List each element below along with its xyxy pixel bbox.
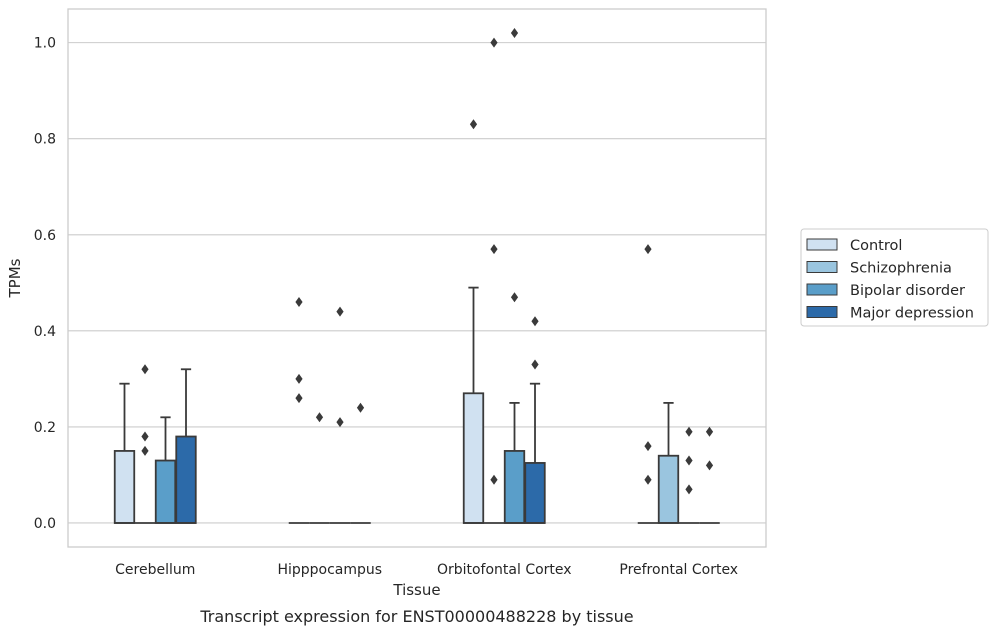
plot-area-frame — [67, 8, 767, 548]
legend-item: Schizophrenia — [806, 261, 952, 277]
legend: Control Schizophrenia Bipolar disorder Majo… — [800, 228, 989, 327]
x-tick-labels: Cerebellum Hipppocampus Orbitofontal Corte… — [115, 562, 738, 578]
series-major-depression — [175, 316, 720, 524]
outlier-point — [644, 441, 652, 452]
series-control — [113, 119, 659, 524]
x-tick-label: Orbitofontal Cortex — [437, 562, 572, 578]
outlier-point — [644, 474, 652, 485]
figure-caption: Transcript expression for ENST0000048822… — [199, 607, 633, 626]
outlier-point — [510, 28, 519, 39]
x-axis-label: Tissue — [392, 581, 440, 599]
outlier-point — [295, 373, 303, 384]
legend-item: Bipolar disorder — [806, 283, 965, 299]
y-tick-label: 0.6 — [34, 228, 56, 244]
outlier-point — [490, 37, 498, 48]
box — [113, 450, 136, 524]
plot-series — [113, 28, 720, 524]
legend-label: Bipolar disorder — [850, 283, 965, 299]
outlier-point — [336, 417, 344, 428]
legend-items: Control Schizophrenia Bipolar disorder Majo… — [806, 238, 974, 322]
y-tick-label: 0.8 — [34, 132, 56, 148]
outlier-point — [705, 460, 714, 471]
y-tick-label: 0.0 — [34, 516, 56, 532]
x-tick-label: Prefrontal Cortex — [619, 562, 738, 578]
legend-swatch — [806, 306, 838, 318]
outlier-point — [644, 244, 652, 255]
outlier-point — [705, 426, 714, 437]
legend-item: Major depression — [806, 306, 974, 322]
gridlines — [68, 42, 766, 524]
outlier-point — [685, 484, 693, 495]
legend-swatch — [806, 261, 838, 273]
box — [524, 462, 546, 524]
outlier-point — [141, 364, 149, 375]
legend-swatch — [806, 283, 838, 296]
outlier-point — [295, 297, 303, 308]
y-tick-label: 0.2 — [34, 420, 56, 436]
legend-label: Schizophrenia — [850, 261, 952, 277]
outlier-point — [531, 316, 539, 327]
outlier-point — [490, 474, 498, 485]
box — [503, 450, 526, 524]
outlier-point — [141, 445, 149, 456]
outlier-point — [490, 244, 498, 255]
outlier-point — [141, 431, 149, 442]
outlier-point — [685, 455, 693, 466]
legend-item: Control — [806, 238, 902, 254]
x-tick-label: Hipppocampus — [277, 562, 382, 578]
y-axis-label: TPMs — [6, 258, 24, 298]
box — [154, 459, 177, 524]
outlier-point — [315, 412, 324, 423]
outlier-point — [531, 359, 539, 370]
outlier-point — [336, 306, 344, 317]
box — [657, 454, 680, 524]
box — [175, 435, 197, 524]
legend-frame — [800, 228, 989, 327]
legend-swatch — [806, 238, 838, 251]
outlier-point — [295, 393, 303, 404]
y-tick-label: 1.0 — [34, 36, 56, 52]
y-tick-labels: 0.0 0.2 0.4 0.6 0.8 1.0 — [34, 36, 56, 532]
outlier-point — [685, 426, 693, 437]
series-bipolar-disorder — [154, 28, 700, 524]
series-schizophrenia — [134, 37, 680, 524]
outlier-point — [510, 292, 519, 303]
legend-label: Major depression — [850, 306, 974, 322]
box — [462, 392, 485, 524]
x-tick-label: Cerebellum — [115, 562, 195, 578]
outlier-point — [469, 119, 478, 130]
outlier-point — [356, 402, 365, 413]
legend-label: Control — [850, 238, 902, 254]
y-tick-label: 0.4 — [34, 324, 56, 340]
